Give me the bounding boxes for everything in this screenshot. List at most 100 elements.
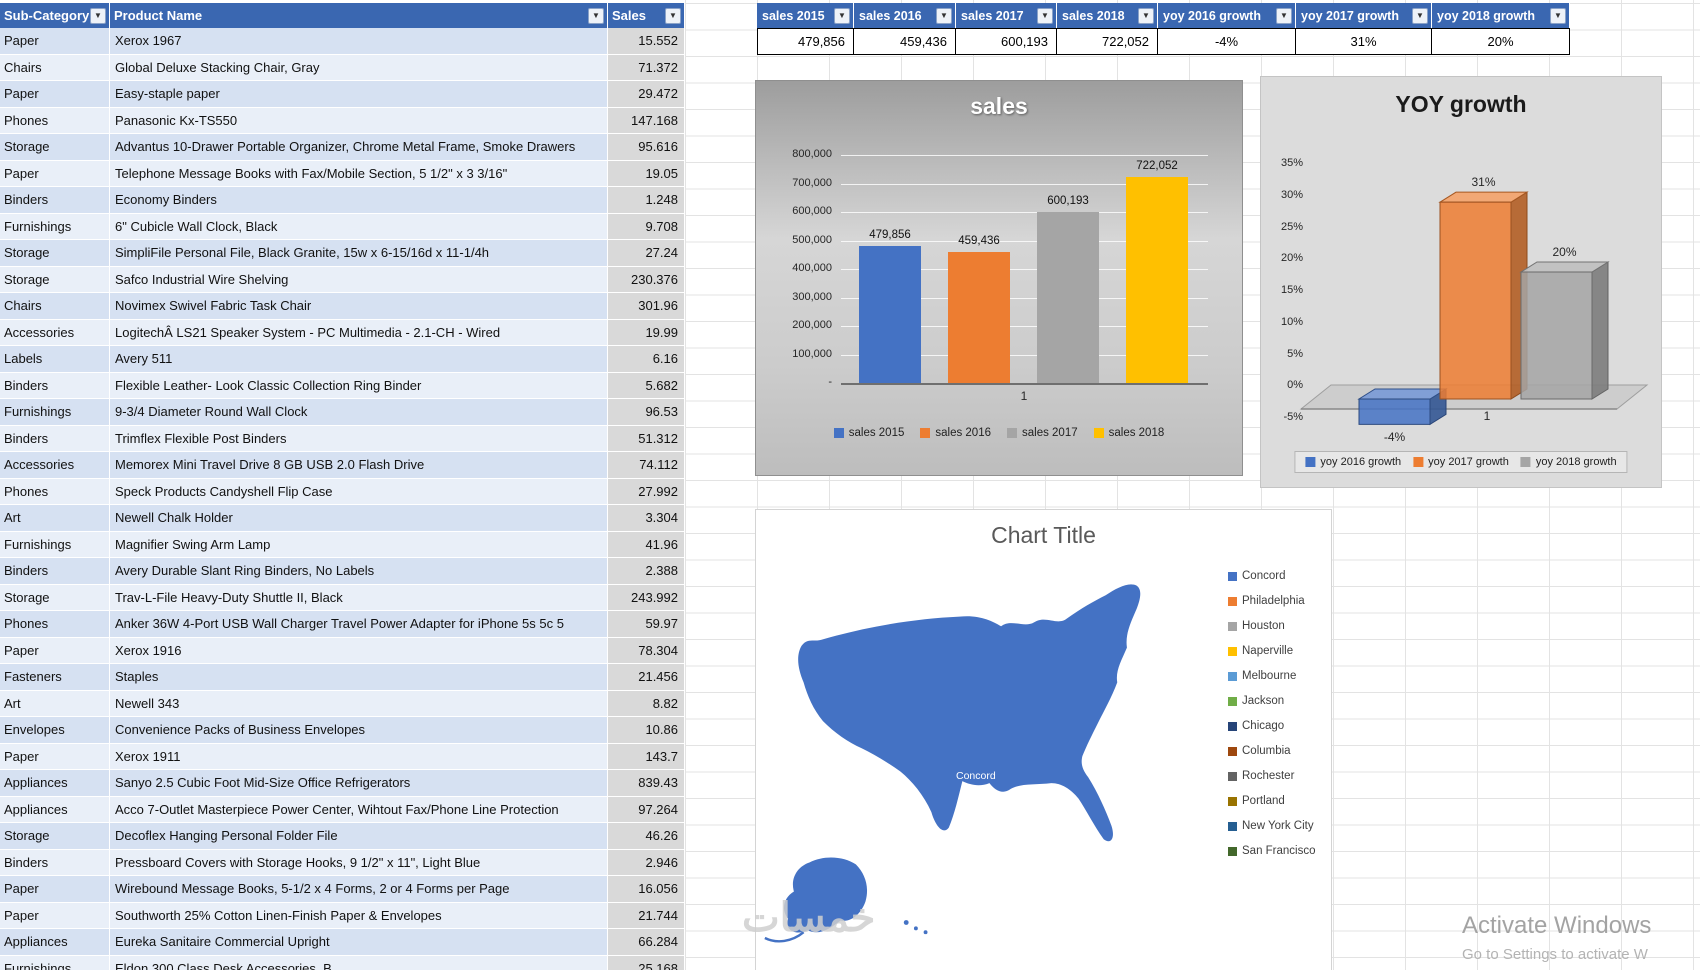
- product-name-cell[interactable]: 6" Cubicle Wall Clock, Black: [110, 213, 608, 240]
- product-name-cell[interactable]: Acco 7-Outlet Masterpiece Power Center, …: [110, 796, 608, 823]
- sales-cell[interactable]: 78.304: [608, 637, 685, 664]
- sales-cell[interactable]: 5.682: [608, 372, 685, 399]
- bar-yoy-2016-growth-top[interactable]: [1357, 388, 1448, 400]
- sales-cell[interactable]: 839.43: [608, 770, 685, 797]
- sub-category-cell[interactable]: Paper: [0, 28, 110, 55]
- sub-category-cell[interactable]: Binders: [0, 372, 110, 399]
- sub-category-cell[interactable]: Paper: [0, 743, 110, 770]
- product-name-cell[interactable]: Flexible Leather- Look Classic Collectio…: [110, 372, 608, 399]
- hawaii-island[interactable]: [913, 926, 918, 931]
- legend-item[interactable]: San Francisco: [1228, 845, 1316, 857]
- sales-cell[interactable]: 6.16: [608, 346, 685, 373]
- legend-item[interactable]: Concord: [1228, 570, 1316, 582]
- sales-cell[interactable]: 9.708: [608, 213, 685, 240]
- header-product-name[interactable]: Product Name ▼: [110, 3, 608, 28]
- sales-cell[interactable]: 10.86: [608, 717, 685, 744]
- sales-cell[interactable]: 71.372: [608, 54, 685, 81]
- filter-icon[interactable]: ▼: [1276, 7, 1292, 24]
- product-name-cell[interactable]: Magnifier Swing Arm Lamp: [110, 531, 608, 558]
- product-name-cell[interactable]: Southworth 25% Cotton Linen-Finish Paper…: [110, 902, 608, 929]
- sub-category-cell[interactable]: Binders: [0, 425, 110, 452]
- sub-category-cell[interactable]: Chairs: [0, 293, 110, 320]
- sales-cell[interactable]: 51.312: [608, 425, 685, 452]
- sub-category-cell[interactable]: Binders: [0, 849, 110, 876]
- bar-yoy-2017-growth-top[interactable]: [1438, 191, 1529, 203]
- usa-mainland-shape[interactable]: [798, 584, 1141, 842]
- legend-item[interactable]: Columbia: [1228, 745, 1316, 757]
- bar-sales-2018[interactable]: [1126, 177, 1188, 383]
- sales-cell[interactable]: 16.056: [608, 876, 685, 903]
- product-name-cell[interactable]: Wirebound Message Books, 5-1/2 x 4 Forms…: [110, 876, 608, 903]
- sales-cell[interactable]: 29.472: [608, 81, 685, 108]
- legend-item[interactable]: sales 2015: [833, 427, 904, 439]
- sales-cell[interactable]: 3.304: [608, 505, 685, 532]
- sales-cell[interactable]: 74.112: [608, 452, 685, 479]
- yoy-growth-chart[interactable]: YOY growth 1 yoy 2016 growth yoy 2017 gro…: [1260, 76, 1662, 488]
- sub-category-cell[interactable]: Phones: [0, 478, 110, 505]
- product-name-cell[interactable]: Eldon 300 Class Desk Accessories, B: [110, 955, 608, 970]
- sales-cell[interactable]: 15.552: [608, 28, 685, 55]
- product-name-cell[interactable]: Panasonic Kx-TS550: [110, 107, 608, 134]
- sales-cell[interactable]: 27.992: [608, 478, 685, 505]
- sub-category-cell[interactable]: Appliances: [0, 796, 110, 823]
- product-name-cell[interactable]: Newell 343: [110, 690, 608, 717]
- legend-item[interactable]: yoy 2018 growth: [1520, 456, 1617, 468]
- bar-yoy-2018-growth-top[interactable]: [1519, 261, 1610, 273]
- sales-cell[interactable]: 8.82: [608, 690, 685, 717]
- legend-item[interactable]: Rochester: [1228, 770, 1316, 782]
- summary-header-cell[interactable]: sales 2015 ▼: [757, 3, 854, 28]
- legend-item[interactable]: Portland: [1228, 795, 1316, 807]
- sub-category-cell[interactable]: Art: [0, 690, 110, 717]
- sales-cell[interactable]: 66.284: [608, 929, 685, 956]
- filter-icon[interactable]: ▼: [665, 7, 681, 24]
- sales-cell[interactable]: 19.99: [608, 319, 685, 346]
- sales-cell[interactable]: 19.05: [608, 160, 685, 187]
- sub-category-cell[interactable]: Binders: [0, 187, 110, 214]
- summary-header-cell[interactable]: sales 2017 ▼: [956, 3, 1057, 28]
- product-name-cell[interactable]: Economy Binders: [110, 187, 608, 214]
- bar-yoy-2016-growth[interactable]: [1358, 398, 1431, 425]
- sales-cell[interactable]: 21.456: [608, 664, 685, 691]
- sales-cell[interactable]: 230.376: [608, 266, 685, 293]
- legend-item[interactable]: sales 2017: [1007, 427, 1078, 439]
- product-name-cell[interactable]: Avery 511: [110, 346, 608, 373]
- legend-item[interactable]: Jackson: [1228, 695, 1316, 707]
- sub-category-cell[interactable]: Paper: [0, 81, 110, 108]
- sub-category-cell[interactable]: Labels: [0, 346, 110, 373]
- bar-yoy-2017-growth[interactable]: [1439, 201, 1512, 400]
- sales-cell[interactable]: 97.264: [608, 796, 685, 823]
- sales-cell[interactable]: 2.946: [608, 849, 685, 876]
- hawaii-island[interactable]: [903, 920, 909, 925]
- sub-category-cell[interactable]: Furnishings: [0, 399, 110, 426]
- sub-category-cell[interactable]: Furnishings: [0, 213, 110, 240]
- product-name-cell[interactable]: Xerox 1911: [110, 743, 608, 770]
- product-name-cell[interactable]: LogitechÂ LS21 Speaker System - PC Multi…: [110, 319, 608, 346]
- sub-category-cell[interactable]: Accessories: [0, 452, 110, 479]
- product-name-cell[interactable]: SimpliFile Personal File, Black Granite,…: [110, 240, 608, 267]
- summary-value-cell[interactable]: 479,856: [757, 28, 854, 55]
- legend-item[interactable]: sales 2018: [1093, 427, 1164, 439]
- sales-cell[interactable]: 95.616: [608, 134, 685, 161]
- product-name-cell[interactable]: Newell Chalk Holder: [110, 505, 608, 532]
- summary-header-cell[interactable]: yoy 2016 growth ▼: [1158, 3, 1296, 28]
- summary-value-cell[interactable]: 600,193: [956, 28, 1057, 55]
- bar-sales-2016[interactable]: [948, 252, 1010, 383]
- sales-cell[interactable]: 143.7: [608, 743, 685, 770]
- legend-item[interactable]: Melbourne: [1228, 670, 1316, 682]
- sub-category-cell[interactable]: Phones: [0, 107, 110, 134]
- bar-yoy-2018-growth-side[interactable]: [1591, 261, 1609, 400]
- sub-category-cell[interactable]: Storage: [0, 240, 110, 267]
- sub-category-cell[interactable]: Chairs: [0, 54, 110, 81]
- summary-value-cell[interactable]: 31%: [1296, 28, 1432, 55]
- header-sub-category[interactable]: Sub-Category ▼: [0, 3, 110, 28]
- sales-bar-chart[interactable]: sales 1 sales 2015 sales 2016 sales 2017 sa…: [755, 80, 1243, 476]
- summary-value-cell[interactable]: 20%: [1432, 28, 1570, 55]
- product-name-cell[interactable]: Pressboard Covers with Storage Hooks, 9 …: [110, 849, 608, 876]
- product-name-cell[interactable]: Eureka Sanitaire Commercial Upright: [110, 929, 608, 956]
- sales-cell[interactable]: 96.53: [608, 399, 685, 426]
- product-name-cell[interactable]: Avery Durable Slant Ring Binders, No Lab…: [110, 558, 608, 585]
- sub-category-cell[interactable]: Fasteners: [0, 664, 110, 691]
- filter-icon[interactable]: ▼: [936, 7, 952, 24]
- sales-cell[interactable]: 21.744: [608, 902, 685, 929]
- sub-category-cell[interactable]: Paper: [0, 637, 110, 664]
